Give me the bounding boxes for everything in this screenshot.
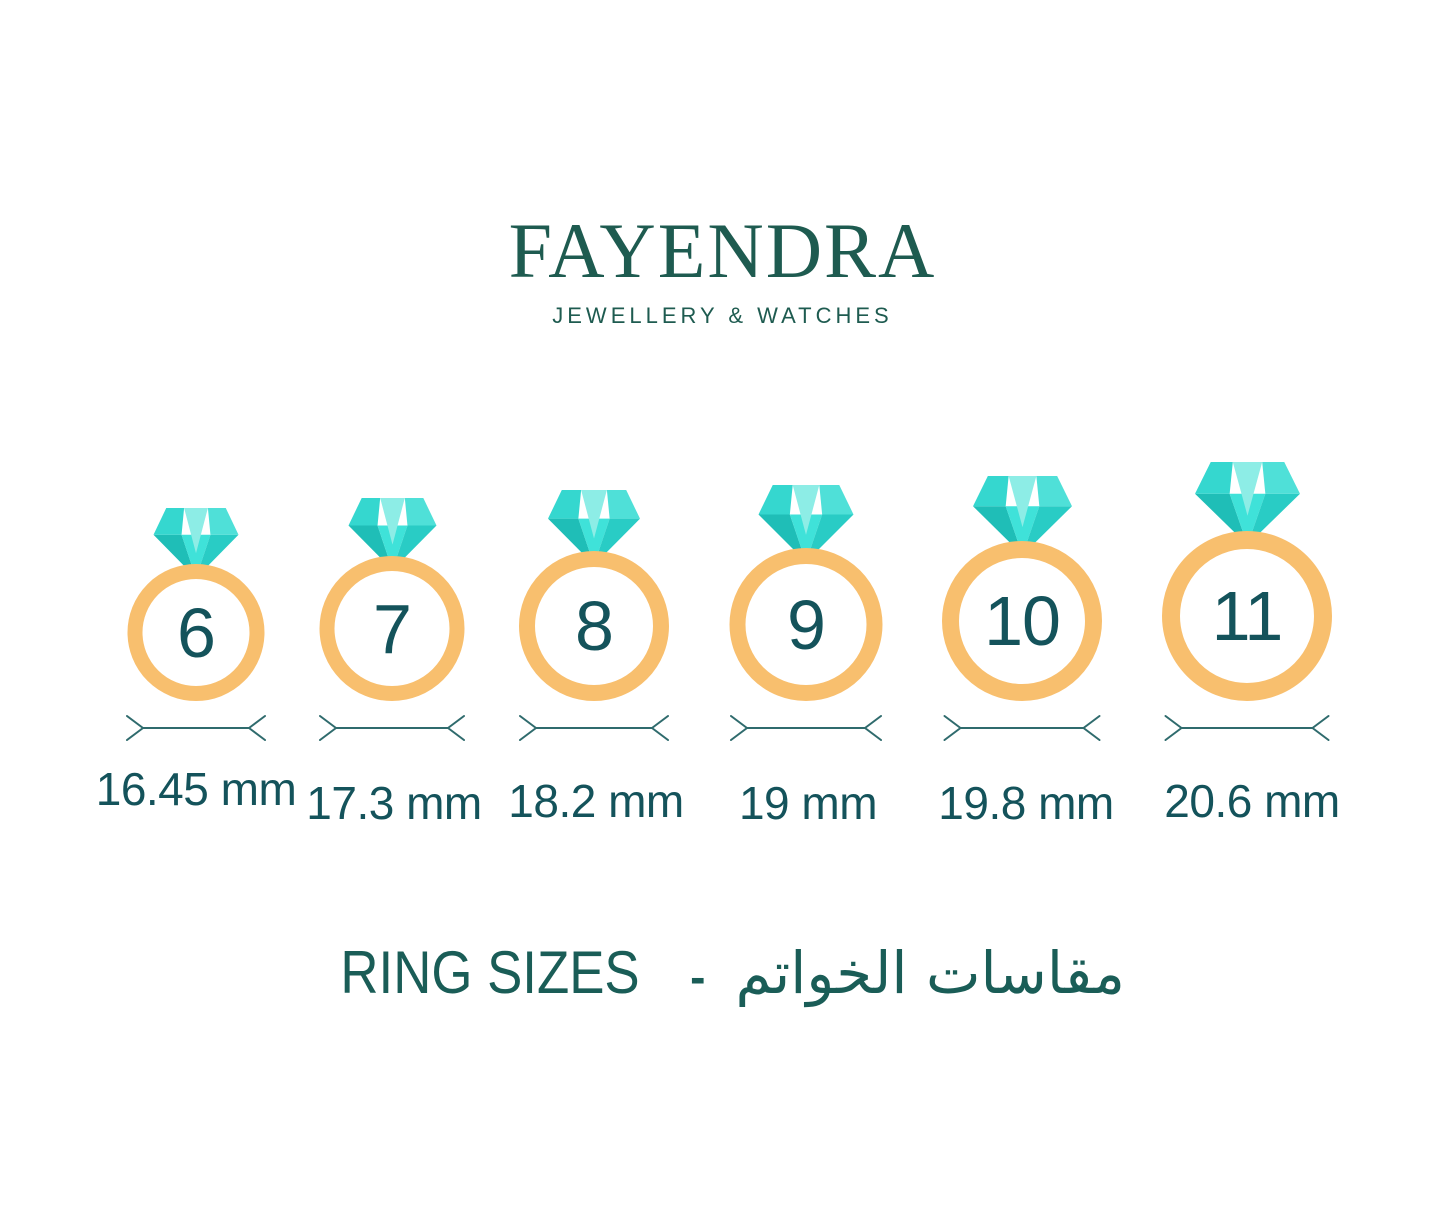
ring-size-6: 6 bbox=[127, 508, 265, 701]
ring-band: 8 bbox=[519, 551, 669, 701]
diameter-label: 18.2 mm bbox=[508, 775, 684, 827]
diamond-facet bbox=[792, 485, 820, 535]
diamond-facet bbox=[377, 525, 407, 570]
ring-band: 11 bbox=[1162, 531, 1332, 701]
ring-size-number: 7 bbox=[373, 589, 412, 668]
diameter-dimension-line bbox=[319, 715, 465, 741]
diamond-facet bbox=[1229, 493, 1265, 545]
diamond-facet bbox=[1005, 506, 1039, 555]
ring-size-7: 7 bbox=[319, 498, 465, 701]
ring-size-10: 10 bbox=[942, 476, 1102, 701]
title-arabic: مقاسات الخواتم bbox=[735, 938, 1125, 1007]
diameter-dimension-line bbox=[943, 715, 1101, 741]
ring-band: 10 bbox=[942, 541, 1102, 701]
diamond-facet bbox=[1194, 462, 1233, 494]
ring-band: 9 bbox=[729, 548, 883, 701]
diameter-dimension-line bbox=[730, 715, 882, 741]
diameter-dimension-line bbox=[519, 715, 669, 741]
ring-band: 7 bbox=[319, 556, 465, 701]
diamond-facet bbox=[184, 508, 208, 554]
diamond-facet bbox=[1035, 476, 1072, 507]
diameter-label: 19 mm bbox=[738, 777, 878, 829]
diameter-label: 19.8 mm bbox=[938, 777, 1114, 829]
brand-name: FAYENDRA bbox=[508, 207, 937, 294]
diamond-icon bbox=[972, 476, 1072, 555]
diamond-facet bbox=[153, 508, 185, 535]
diamond-facet bbox=[379, 498, 405, 545]
diamond-facet bbox=[819, 485, 854, 515]
title-separator: - bbox=[690, 950, 706, 1003]
diamond-facet bbox=[207, 508, 239, 535]
title-english: RING SIZES bbox=[340, 939, 640, 1006]
diameter-label: 17.3 mm bbox=[306, 777, 482, 829]
ring-size-8: 8 bbox=[519, 490, 669, 701]
diamond-facet bbox=[348, 498, 380, 526]
brand-logo: FAYENDRA JEWELLERY & WATCHES bbox=[0, 212, 1445, 329]
footer-title: RING SIZES - مقاسات الخواتم bbox=[0, 938, 1445, 1007]
diamond-facet bbox=[972, 476, 1009, 507]
diamond-facet bbox=[578, 518, 610, 565]
brand-tagline: JEWELLERY & WATCHES bbox=[552, 303, 893, 328]
diamond-facet bbox=[758, 485, 793, 515]
ring-size-11: 11 bbox=[1162, 462, 1332, 701]
diamond-facet bbox=[789, 514, 823, 562]
ring-band: 6 bbox=[127, 564, 265, 701]
ring-size-number: 10 bbox=[984, 582, 1061, 660]
diamond-facet bbox=[404, 498, 436, 526]
diameter-label: 20.6 mm bbox=[1164, 775, 1340, 827]
diamond-icon bbox=[758, 485, 854, 562]
diamond-facet bbox=[1008, 476, 1036, 528]
diamond-facet bbox=[606, 490, 640, 519]
diamond-facet bbox=[1232, 462, 1262, 516]
diamond-facet bbox=[548, 490, 582, 519]
diamond-facet bbox=[181, 534, 211, 578]
diameter-label: 16.45 mm bbox=[95, 763, 297, 815]
ring-size-number: 9 bbox=[787, 585, 826, 664]
diamond-facet bbox=[1261, 462, 1300, 494]
ring-size-9: 9 bbox=[729, 485, 883, 701]
ring-size-number: 8 bbox=[575, 587, 614, 665]
diameter-dimension-line bbox=[126, 715, 266, 741]
diameter-dimension-line bbox=[1164, 715, 1330, 741]
ring-size-number: 11 bbox=[1211, 577, 1284, 655]
ring-size-number: 6 bbox=[177, 593, 216, 672]
diamond-facet bbox=[581, 490, 607, 539]
